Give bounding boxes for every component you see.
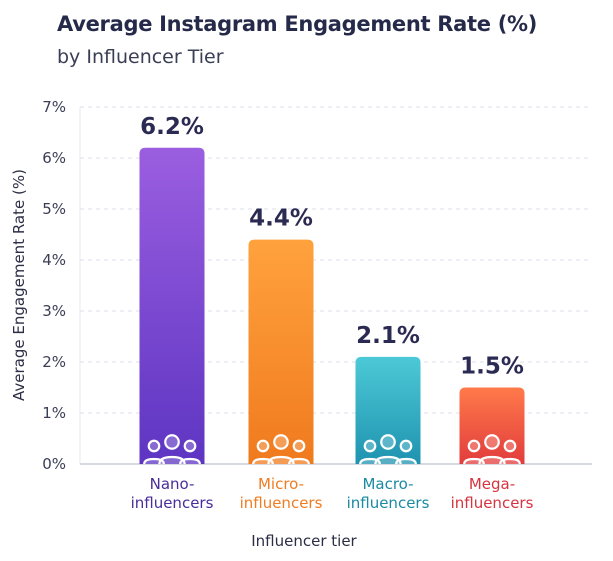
x-tick-label: Nano-: [150, 475, 195, 493]
people-group-icon: [143, 434, 201, 465]
y-tick-label: 2%: [42, 353, 66, 371]
chart-subtitle: by Influencer Tier: [57, 46, 224, 68]
y-tick-label: 3%: [42, 302, 66, 320]
chart-title: Average Instagram Engagement Rate (%): [57, 12, 538, 36]
y-tick-label: 0%: [42, 455, 66, 473]
x-tick-label: influencers: [451, 494, 534, 512]
x-tick-label: Macro-: [362, 475, 413, 493]
y-tick-label: 1%: [42, 404, 66, 422]
people-group-icon: [359, 434, 417, 465]
x-tick-label: influencers: [240, 494, 323, 512]
bar: [139, 147, 205, 465]
people-group-icon: [252, 434, 310, 465]
y-tick-label: 6%: [42, 149, 66, 167]
y-tick-label: 7%: [42, 98, 66, 116]
x-axis-label: Influencer tier: [251, 532, 357, 550]
bar: [355, 356, 421, 464]
data-label: 6.2%: [140, 114, 204, 140]
bar: [459, 387, 525, 464]
data-label: 2.1%: [356, 323, 420, 349]
x-tick-label: Mega-: [469, 475, 515, 493]
y-tick-label: 4%: [42, 251, 66, 269]
y-tick-label: 5%: [42, 200, 66, 218]
x-tick-label: influencers: [347, 494, 430, 512]
y-axis-label: Average Engagement Rate (%): [10, 169, 28, 401]
people-group-icon: [463, 434, 521, 465]
data-label: 1.5%: [460, 354, 524, 380]
x-tick-label: Micro-: [258, 475, 304, 493]
bar: [248, 239, 314, 464]
x-tick-label: influencers: [131, 494, 214, 512]
data-label: 4.4%: [249, 206, 313, 232]
